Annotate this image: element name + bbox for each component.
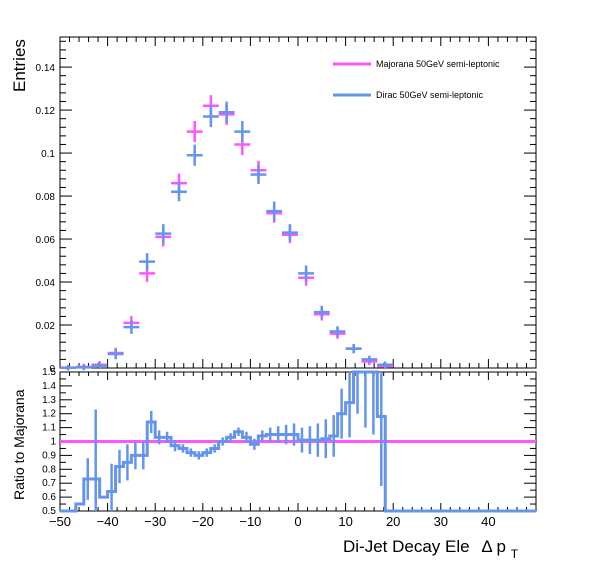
x-tick-label: −30	[144, 514, 166, 529]
legend-entry-label: Majorana 50GeV semi-leptonic	[376, 59, 500, 69]
x-tick-label: 10	[338, 514, 352, 529]
x-tick-label: 40	[481, 514, 495, 529]
ratio-y-tick-label: 1.3	[42, 395, 56, 406]
x-axis-label-subscript: T	[511, 547, 519, 561]
x-tick-label: −20	[192, 514, 214, 529]
x-axis-label-symbol: Δ p	[481, 537, 506, 556]
ratio-y-tick-label: 0.8	[42, 464, 56, 475]
main-y-tick-label: 0.1	[41, 149, 55, 160]
legend: Majorana 50GeV semi-leptonic Dirac 50GeV …	[333, 59, 500, 100]
x-axis-label: Di-Jet Decay Ele Δ p T	[343, 537, 519, 561]
ratio-y-tick-label: 0.9	[42, 450, 56, 461]
ratio-y-tick-label: 0.7	[42, 478, 56, 489]
main-series-group	[60, 95, 394, 371]
main-y-tick-label: 0.06	[36, 235, 56, 246]
main-y-tick-label: 0.08	[36, 192, 56, 203]
main-axis-ticks: 0 0.02 0.04 0.06 0.08 0.1 0.12 0.14	[36, 37, 537, 375]
x-tick-label: −50	[49, 514, 71, 529]
ratio-y-tick-label: 0.6	[42, 492, 56, 503]
x-tick-label: −10	[239, 514, 261, 529]
main-y-tick-label: 0.04	[36, 278, 56, 289]
main-y-tick-label: 0.14	[36, 63, 56, 74]
main-plot-panel: 0 0.02 0.04 0.06 0.08 0.1 0.12 0.14 Entries	[10, 36, 537, 375]
x-tick-label: 0	[294, 514, 301, 529]
ratio-y-axis-label: Ratio to Majorana	[11, 389, 27, 500]
ratio-y-tick-label: 1.5	[42, 367, 56, 378]
legend-entry-label: Dirac 50GeV semi-leptonic	[376, 90, 484, 100]
ratio-y-tick-label: 1.2	[42, 409, 56, 420]
x-tick-label: 30	[434, 514, 448, 529]
ratio-y-tick-label: 1.1	[42, 423, 56, 434]
main-y-axis-label: Entries	[10, 39, 29, 92]
x-axis-title: Di-Jet Decay Ele Δ p T	[343, 537, 519, 561]
main-y-tick-label: 0	[49, 364, 55, 375]
main-y-tick-label: 0.12	[36, 106, 56, 117]
ratio-y-tick-label: 1.4	[42, 381, 56, 392]
series-dirac	[60, 101, 394, 371]
ratio-y-tick-label: 1	[50, 437, 56, 448]
ratio-axis-ticks: 0.5 0.6 0.7 0.8 0.9 1 1.1 1.2 1.3 1.4 1.5 −50 −40 −30…	[42, 367, 537, 529]
main-y-tick-label: 0.02	[36, 321, 56, 332]
x-axis-label-main: Di-Jet Decay Ele	[343, 537, 470, 556]
ratio-y-tick-label: 0.5	[42, 506, 56, 517]
series-majorana	[60, 95, 394, 371]
x-tick-label: −40	[97, 514, 119, 529]
ratio-plot-panel: 0.5 0.6 0.7 0.8 0.9 1 1.1 1.2 1.3 1.4 1.5 −50 −40 −30…	[11, 367, 537, 529]
x-tick-label: 20	[386, 514, 400, 529]
ratio-series-group	[60, 370, 536, 513]
